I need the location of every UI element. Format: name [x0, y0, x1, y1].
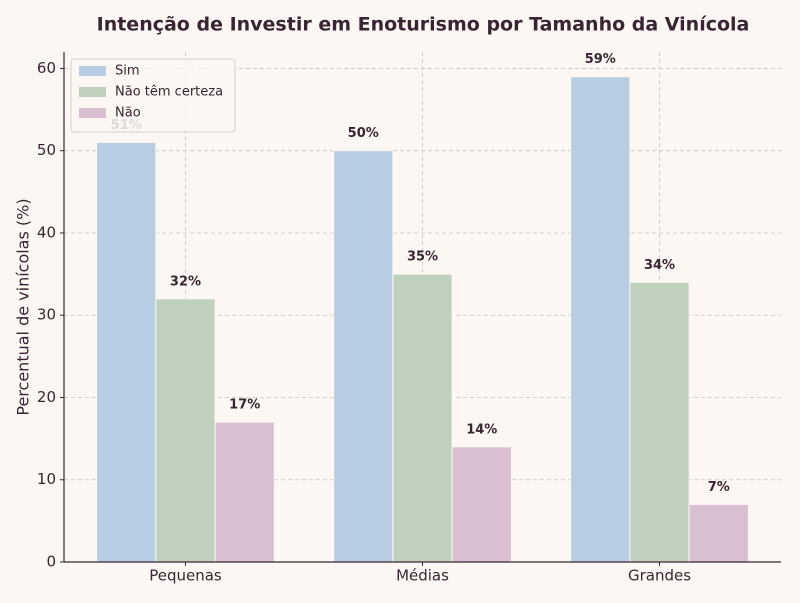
legend-swatch	[79, 87, 106, 97]
legend-label: Não	[115, 106, 141, 121]
bar	[688, 503, 749, 563]
legend-box	[70, 58, 236, 133]
y-tick-label: 30	[37, 306, 56, 324]
y-tick-label: 20	[37, 388, 56, 406]
value-label: 34%	[644, 258, 675, 273]
y-tick-label: 60	[37, 59, 56, 77]
chart-title: Intenção de Investir em Enoturismo por T…	[97, 14, 750, 36]
value-label: 17%	[229, 398, 260, 413]
bar	[570, 76, 631, 563]
legend-swatch	[79, 108, 106, 118]
y-tick-label: 0	[46, 553, 56, 571]
bar	[392, 273, 453, 563]
x-tick-label: Pequenas	[149, 567, 222, 585]
bar	[629, 281, 690, 563]
bar	[96, 141, 157, 563]
value-label: 14%	[466, 422, 497, 437]
y-tick-label: 50	[37, 141, 56, 159]
value-label: 32%	[170, 274, 201, 289]
x-tick-label: Médias	[396, 567, 449, 585]
value-label: 7%	[708, 480, 730, 495]
y-axis-label: Percentual de vinícolas (%)	[14, 198, 33, 415]
bar	[333, 150, 394, 563]
value-label: 59%	[585, 52, 616, 67]
legend-swatch	[79, 66, 106, 76]
value-label: 50%	[348, 126, 379, 141]
value-label: 35%	[407, 250, 438, 265]
bar	[451, 446, 512, 563]
legend-label: Não têm certeza	[115, 85, 223, 100]
y-tick-label: 40	[37, 223, 56, 241]
y-tick-label: 10	[37, 470, 56, 488]
bar	[214, 421, 275, 563]
bar	[155, 298, 216, 563]
x-tick-label: Grandes	[628, 567, 691, 585]
legend-label: Sim	[115, 64, 140, 79]
